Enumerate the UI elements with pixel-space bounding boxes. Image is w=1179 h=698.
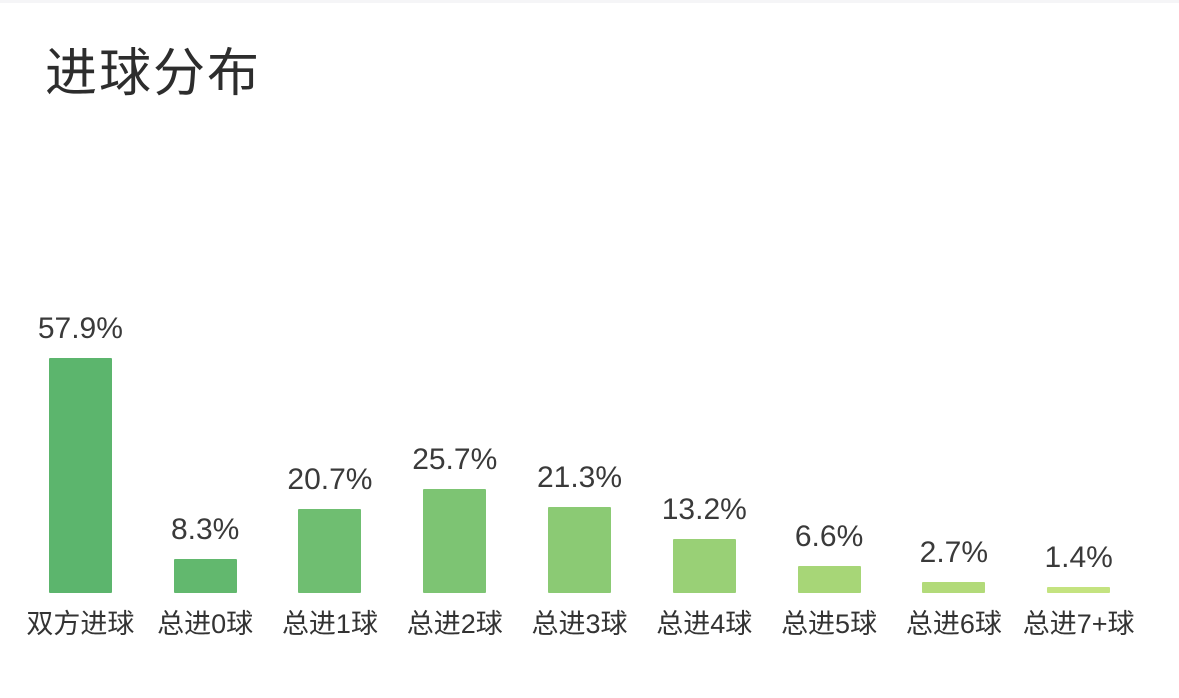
bar (797, 566, 861, 593)
bar-group-5: 13.2% 总进4球 (642, 493, 767, 640)
category-label: 双方进球 (26, 609, 135, 639)
bar-group-0: 57.9% 双方进球 (18, 312, 143, 640)
bar-value-label: 13.2% (661, 493, 747, 526)
category-label: 总进5球 (781, 609, 878, 639)
bar-value-label: 21.3% (536, 461, 623, 494)
category-label: 总进3球 (531, 609, 628, 639)
goal-distribution-bar-chart: 57.9% 双方进球 8.3% 总进0球 20.7% 总进1球 25.7% 总进2球 21.3%… (18, 312, 1141, 640)
bar (1047, 587, 1111, 593)
bar (298, 509, 362, 593)
category-label: 总进2球 (406, 609, 503, 639)
bar (423, 489, 487, 593)
bar-group-6: 6.6% 总进5球 (767, 520, 892, 640)
bar (672, 539, 736, 593)
bar-value-label: 57.9% (37, 312, 123, 345)
bar (548, 507, 612, 593)
bar (173, 559, 237, 593)
category-label: 总进6球 (905, 609, 1002, 639)
bar-value-label: 2.7% (919, 536, 989, 569)
bar (922, 582, 986, 593)
bar-group-7: 2.7% 总进6球 (891, 536, 1016, 640)
bar-value-label: 20.7% (287, 463, 373, 496)
bar-group-4: 21.3% 总进3球 (517, 461, 642, 640)
bar-value-label: 6.6% (794, 520, 864, 553)
bar-group-3: 25.7% 总进2球 (392, 443, 517, 640)
bar-group-1: 8.3% 总进0球 (143, 513, 268, 640)
bar-group-8: 1.4% 总进7+球 (1016, 541, 1141, 640)
bar-value-label: 25.7% (412, 443, 498, 476)
bar (48, 358, 112, 593)
category-label: 总进4球 (656, 609, 753, 639)
bar-group-2: 20.7% 总进1球 (268, 463, 393, 640)
bar-value-label: 8.3% (170, 513, 240, 546)
category-label: 总进0球 (157, 609, 254, 639)
chart-title: 进球分布 (45, 45, 262, 103)
bar-value-label: 1.4% (1044, 541, 1113, 574)
category-label: 总进1球 (281, 609, 378, 639)
category-label: 总进7+球 (1022, 609, 1135, 639)
